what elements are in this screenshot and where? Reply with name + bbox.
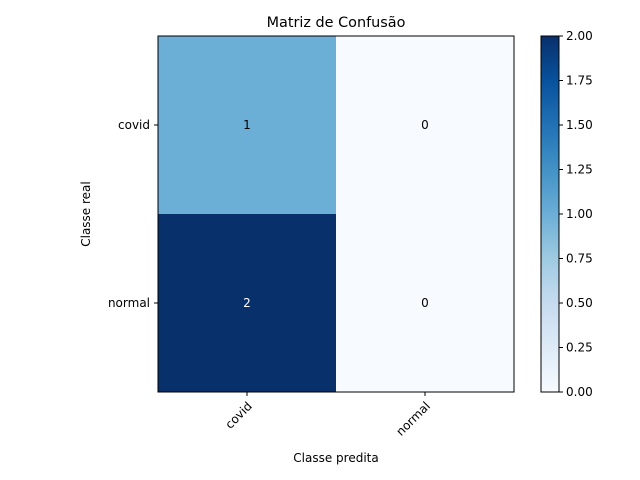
- cell-value-label: 1: [243, 118, 251, 132]
- heatmap-cell: [336, 36, 514, 214]
- colorbar-tick-label: 0.25: [566, 341, 593, 355]
- heatmap-cell-labels: 1 0 2 0: [243, 118, 429, 310]
- colorbar-tick-label: 1.25: [566, 163, 593, 177]
- colorbar-tick-label: 0.00: [566, 385, 593, 399]
- y-tick-label: covid: [118, 118, 150, 132]
- heatmap-cells: [158, 36, 514, 392]
- colorbar-tick-label: 2.00: [566, 29, 593, 43]
- chart-title: Matriz de Confusão: [267, 15, 406, 31]
- heatmap-cell: [158, 214, 336, 392]
- cell-value-label: 2: [243, 296, 251, 310]
- colorbar-tick-label: 1.75: [566, 74, 593, 88]
- colorbar-tick-label: 0.50: [566, 296, 593, 310]
- colorbar-tick-label: 1.00: [566, 207, 593, 221]
- cell-value-label: 0: [421, 296, 429, 310]
- y-tick-label: normal: [108, 296, 150, 310]
- y-axis-label: Classe real: [79, 181, 93, 247]
- y-axis-ticks: covid normal: [108, 118, 158, 310]
- heatmap-cell: [158, 36, 336, 214]
- x-tick-label: covid: [222, 399, 255, 432]
- colorbar-ticks: 0.00 0.25 0.50 0.75 1.00 1.25 1.50 1.75 2.00: [559, 29, 593, 399]
- colorbar-tick-label: 0.75: [566, 252, 593, 266]
- colorbar-tick-label: 1.50: [566, 118, 593, 132]
- x-tick-label: normal: [393, 399, 433, 439]
- cell-value-label: 0: [421, 118, 429, 132]
- x-axis-ticks: covid normal: [222, 392, 433, 439]
- colorbar: [540, 35, 560, 393]
- x-axis-label: Classe predita: [293, 451, 378, 465]
- heatmap-cell: [336, 214, 514, 392]
- plot-frame: [157, 35, 515, 393]
